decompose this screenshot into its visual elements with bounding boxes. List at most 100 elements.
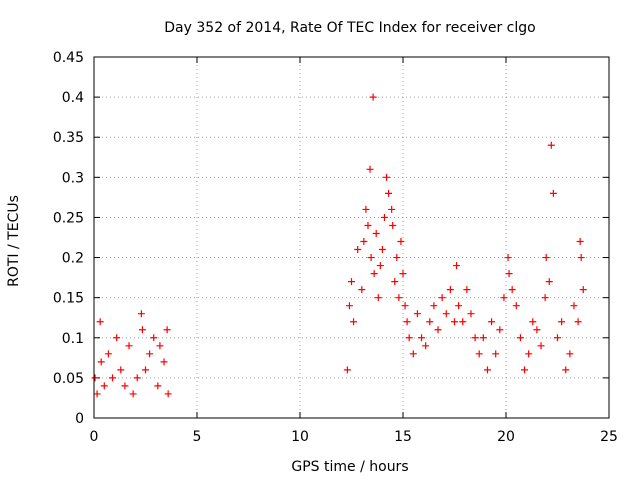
data-point — [364, 221, 372, 229]
data-point — [121, 382, 129, 390]
y-tick-label: 0.35 — [53, 130, 84, 146]
data-point — [405, 334, 413, 342]
data-point — [133, 374, 141, 382]
data-point — [125, 342, 133, 350]
data-point — [541, 294, 549, 302]
data-point — [388, 205, 396, 213]
y-tick-label: 0.3 — [62, 170, 84, 186]
data-point — [399, 270, 407, 278]
data-point — [492, 350, 500, 358]
x-tick-label: 20 — [497, 429, 515, 445]
y-tick-label: 0 — [75, 411, 84, 427]
data-point — [577, 254, 585, 262]
data-point — [362, 205, 370, 213]
data-point — [438, 294, 446, 302]
data-point — [369, 93, 377, 101]
data-point — [562, 366, 570, 374]
data-point — [156, 342, 164, 350]
x-tick-label: 15 — [394, 429, 412, 445]
data-point — [391, 278, 399, 286]
data-point — [463, 286, 471, 294]
data-point — [418, 334, 426, 342]
data-point — [372, 229, 380, 237]
data-point — [471, 334, 479, 342]
data-point — [467, 310, 475, 318]
data-point — [354, 246, 362, 254]
data-point — [160, 358, 168, 366]
data-point — [393, 254, 401, 262]
data-point — [453, 262, 461, 270]
data-point — [579, 286, 587, 294]
data-point — [164, 390, 172, 398]
data-point — [542, 254, 550, 262]
data-point — [547, 141, 555, 149]
data-point — [455, 302, 463, 310]
data-point — [93, 390, 101, 398]
data-point — [348, 278, 355, 286]
data-point — [508, 286, 516, 294]
data-point — [479, 334, 487, 342]
data-point — [401, 302, 409, 310]
data-point — [521, 366, 529, 374]
data-point — [525, 350, 533, 358]
data-point — [442, 310, 450, 318]
data-point — [459, 318, 467, 326]
y-tick-label: 0.25 — [53, 210, 84, 226]
data-point — [570, 302, 578, 310]
data-point — [397, 238, 405, 246]
data-point — [505, 270, 513, 278]
data-point — [483, 366, 491, 374]
x-tick-label: 5 — [193, 429, 202, 445]
data-point — [154, 382, 162, 390]
data-point — [358, 286, 366, 294]
x-axis-label: GPS time / hours — [291, 459, 408, 475]
data-point — [409, 350, 417, 358]
data-point — [504, 254, 512, 262]
data-point — [403, 318, 411, 326]
data-point — [574, 318, 582, 326]
data-point — [554, 334, 561, 342]
data-point — [343, 366, 351, 374]
data-point — [537, 342, 545, 350]
data-point — [545, 278, 553, 286]
data-point — [113, 334, 121, 342]
grid — [94, 57, 609, 418]
data-point — [366, 165, 374, 173]
data-point — [426, 318, 434, 326]
axis-ticks: 0 0.05 0.1 0.15 0.2 0.25 0.3 0.35 0.4 0.45 0 5 10 15 2… — [53, 50, 618, 445]
data-point — [383, 173, 391, 181]
data-point — [367, 254, 375, 262]
chart-title: Day 352 of 2014, Rate Of TEC Index for r… — [164, 20, 535, 36]
x-tick-label: 25 — [600, 429, 618, 445]
data-point — [475, 350, 483, 358]
data-point — [549, 189, 557, 197]
data-point — [137, 310, 145, 318]
data-point — [96, 318, 104, 326]
data-points — [91, 93, 587, 398]
data-point — [129, 390, 137, 398]
data-point — [533, 326, 541, 334]
data-point — [385, 189, 393, 197]
data-point — [389, 221, 397, 229]
data-point — [500, 294, 508, 302]
data-point — [97, 358, 105, 366]
data-point — [350, 318, 358, 326]
data-point — [558, 318, 566, 326]
data-point — [360, 238, 368, 246]
data-point — [496, 326, 504, 334]
data-point — [378, 246, 386, 254]
data-point — [345, 302, 353, 310]
data-point — [104, 350, 112, 358]
data-point — [138, 326, 146, 334]
data-point — [142, 366, 149, 374]
data-point — [422, 342, 430, 350]
data-point — [488, 318, 496, 326]
plot-frame — [93, 56, 610, 419]
data-point — [380, 213, 388, 221]
y-tick-label: 0.1 — [62, 331, 84, 347]
data-point — [100, 382, 108, 390]
data-point — [451, 318, 458, 326]
data-point — [146, 350, 154, 358]
data-point — [109, 374, 117, 382]
data-point — [516, 334, 524, 342]
